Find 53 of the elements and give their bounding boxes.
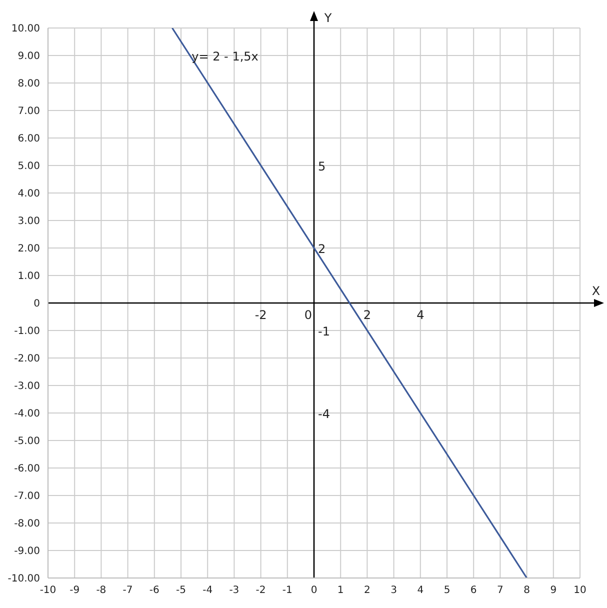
x-tick-label: -9	[70, 585, 80, 596]
x-tick-label: 8	[524, 585, 530, 596]
y-tick-label: 4.00	[18, 188, 40, 200]
x-tick-label: -6	[149, 585, 160, 596]
y-tick-label: -2.00	[14, 354, 40, 365]
x-tick-label: -3	[229, 585, 240, 596]
x2-tick-label: 4	[416, 308, 424, 322]
y-tick-label: 5.00	[18, 161, 40, 172]
x-tick-label: -7	[122, 585, 133, 596]
x-tick-label: 1	[337, 585, 344, 596]
y-tick-label: -9.00	[14, 546, 40, 558]
y2-tick-label: -4	[318, 407, 330, 421]
x-tick-label: 3	[390, 585, 397, 596]
x-tick-label: 5	[444, 585, 450, 596]
y-tick-label: 0	[34, 298, 40, 310]
y-tick-label: 8.00	[18, 78, 40, 90]
y2-tick-label: 2	[318, 242, 326, 256]
x-tick-label: 0	[310, 585, 318, 596]
y2-axis-title: Y	[323, 11, 332, 25]
x-tick-label: -5	[176, 585, 186, 596]
y-tick-label: -3.00	[14, 381, 40, 392]
y-tick-label: -1.00	[14, 326, 40, 338]
y2-tick-label: -1	[318, 324, 330, 338]
annotation: y= 2 - 1,5x	[192, 50, 258, 64]
x2-tick-label: 2	[363, 308, 372, 322]
x-tick-label: 10	[574, 585, 586, 596]
y-tick-label: 6.00	[18, 134, 40, 145]
y-tick-label: -10.00	[8, 574, 40, 585]
y-tick-label: 7.00	[18, 106, 40, 118]
y-tick-label: 3.00	[18, 216, 40, 228]
x-tick-label: -10	[40, 585, 56, 596]
x-tick-label: 6	[470, 585, 477, 596]
x-tick-label: -8	[96, 585, 106, 596]
y-tick-label: -6.00	[14, 464, 40, 475]
x2-axis-title: X	[592, 284, 600, 298]
y-tick-label: -4.00	[14, 408, 40, 420]
y-tick-label: -5.00	[14, 436, 40, 448]
x-tick-label: -1	[282, 585, 292, 596]
x2-tick-label: -2	[254, 308, 267, 322]
x-tick-label: 7	[497, 585, 504, 596]
x2-tick-label: 0	[304, 308, 312, 322]
x-tick-label: 4	[417, 585, 424, 596]
y-tick-label: 2.00	[18, 244, 40, 255]
y-tick-label: -7.00	[14, 491, 40, 502]
y-tick-label: 10.00	[11, 24, 40, 35]
y2-tick-label: 5	[318, 160, 326, 174]
x-tick-label: 2	[364, 585, 370, 596]
x-tick-label: -2	[256, 585, 266, 596]
y-tick-label: 9.00	[18, 51, 40, 62]
y-tick-label: 1.00	[18, 271, 40, 282]
x-tick-label: 9	[550, 585, 557, 596]
y-tick-label: -8.00	[14, 518, 40, 530]
x-tick-label: -4	[202, 585, 213, 596]
